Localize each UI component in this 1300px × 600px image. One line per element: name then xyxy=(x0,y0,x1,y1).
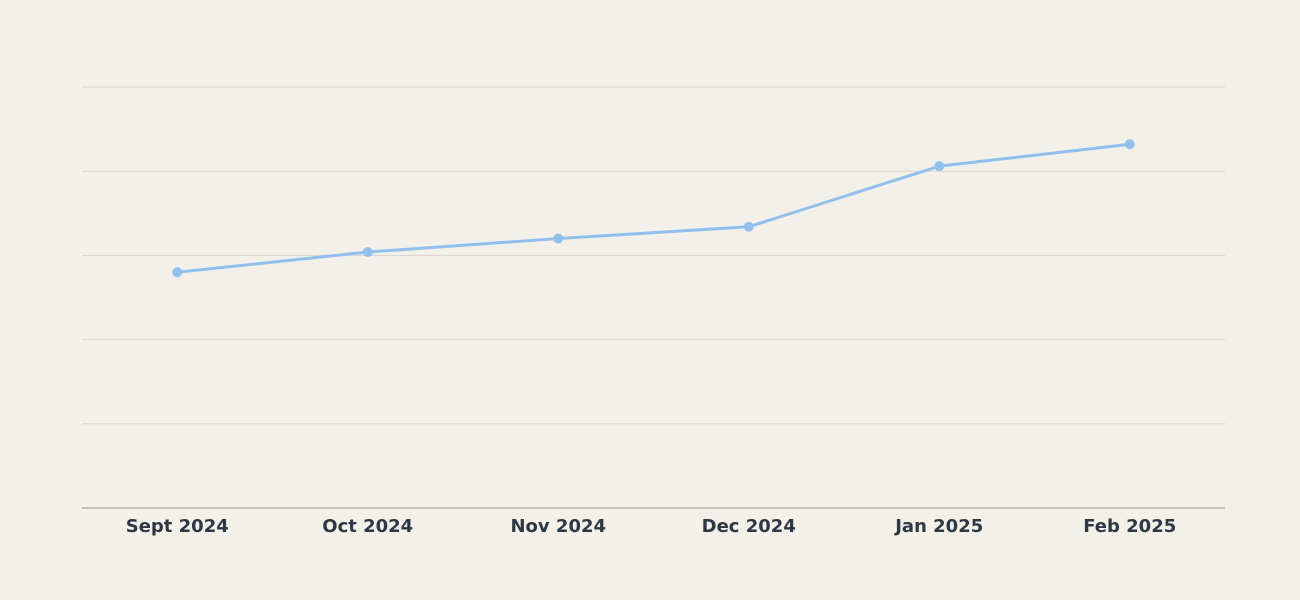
x-tick-label-3: Dec 2024 xyxy=(702,516,796,537)
x-tick-label-2: Nov 2024 xyxy=(510,516,606,537)
data-point-4 xyxy=(934,161,945,172)
x-tick-label-1: Oct 2024 xyxy=(322,516,413,537)
data-point-3 xyxy=(743,221,754,232)
x-tick-labels: Sept 2024 Oct 2024 Nov 2024 Dec 2024 Jan 202… xyxy=(126,516,1177,537)
series-line-0 xyxy=(175,142,1132,274)
x-tick-label-0: Sept 2024 xyxy=(126,516,229,537)
data-point-1 xyxy=(362,247,373,258)
data-point-2 xyxy=(553,233,564,244)
x-tick-label-5: Feb 2025 xyxy=(1083,516,1176,537)
data-point-5 xyxy=(1124,139,1135,150)
x-tick-label-4: Jan 2025 xyxy=(893,516,983,537)
series-layer xyxy=(172,139,1135,278)
gridlines xyxy=(82,86,1225,425)
data-point-0 xyxy=(172,267,183,278)
